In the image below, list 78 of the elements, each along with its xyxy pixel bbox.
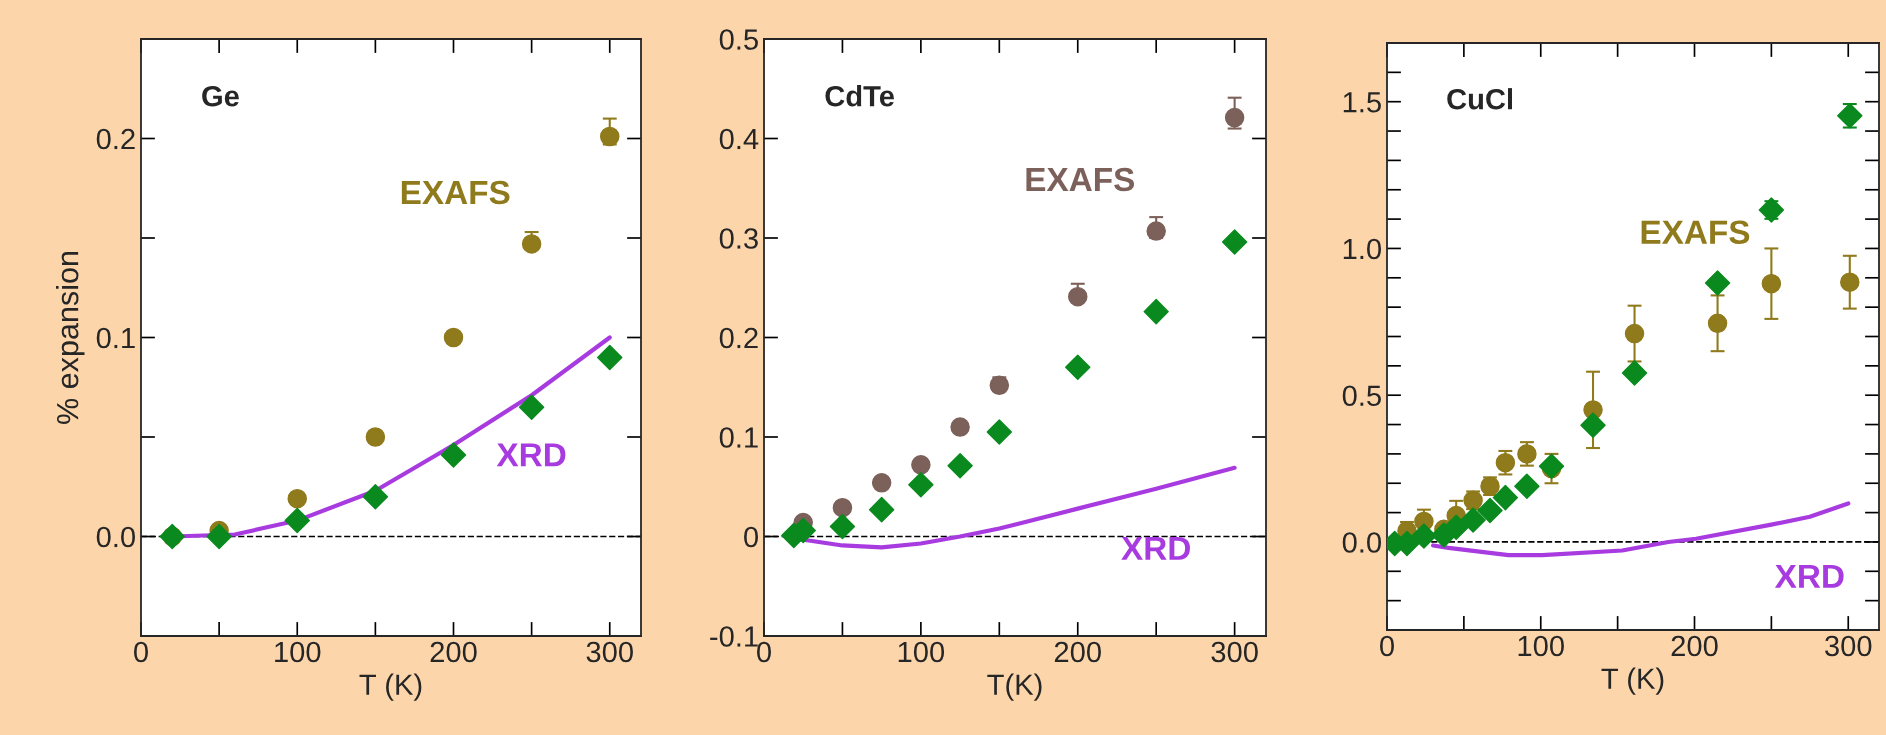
x-axis-title: T (K) [359, 673, 422, 701]
point [1443, 514, 1469, 540]
point [1580, 412, 1606, 438]
point [365, 427, 386, 447]
y-tick-label: 0.3 [719, 228, 758, 249]
series-label: XRD [496, 443, 566, 467]
y-tick-label: 0.1 [96, 327, 135, 349]
series-label: XRD [1774, 564, 1844, 588]
x-tick-label: 200 [1671, 635, 1718, 657]
point [1068, 286, 1088, 307]
point [518, 394, 545, 420]
point [950, 417, 970, 437]
point [1065, 354, 1091, 381]
y-tick-label: 0.5 [719, 29, 758, 50]
point [1492, 484, 1519, 511]
x-tick-label: 100 [275, 641, 321, 663]
series-label: EXAFS [1026, 167, 1135, 192]
y-tick-label: 0.2 [719, 327, 758, 349]
x-axis-title: T (K) [1601, 667, 1664, 695]
point [1621, 360, 1648, 386]
x-tick-label: 100 [898, 641, 945, 663]
point [284, 507, 310, 534]
point [868, 496, 895, 523]
point [521, 234, 542, 254]
y-tick-label: 0 [744, 526, 758, 548]
point [597, 344, 623, 371]
point [362, 483, 389, 510]
point [1460, 507, 1486, 533]
series-label: EXAFS [401, 180, 510, 205]
y-axis-title: % expansion [56, 252, 85, 424]
y-tick-label: 0.0 [96, 526, 135, 548]
y-tick-label: 0.5 [1342, 385, 1381, 407]
point [1514, 473, 1540, 499]
point [1840, 272, 1860, 292]
y-tick-label: 0.4 [719, 128, 759, 150]
point [832, 497, 853, 518]
point [1758, 197, 1785, 223]
point [1837, 103, 1863, 129]
point [1411, 523, 1437, 549]
series-label: EXAFS [1641, 220, 1750, 245]
y-tick-label: 0.0 [1342, 532, 1381, 553]
x-tick-label: 300 [586, 641, 633, 663]
y-tick-label: 1.0 [1343, 238, 1381, 260]
text: CdTe [825, 85, 895, 107]
text: Ge [202, 85, 239, 107]
y-tick-label: 0.2 [96, 128, 135, 150]
point [287, 488, 307, 509]
point [911, 455, 931, 475]
point [986, 419, 1013, 445]
point [1143, 298, 1169, 325]
x-tick-label: 300 [1825, 635, 1872, 657]
point [1221, 229, 1248, 255]
y-tick-label: -0.1 [710, 626, 758, 647]
point [989, 375, 1010, 396]
series-label: XRD [1121, 536, 1190, 560]
point [1707, 313, 1728, 334]
point [1477, 497, 1503, 524]
point [1761, 273, 1782, 294]
point [443, 327, 464, 348]
point [600, 126, 620, 147]
x-axis-title: T(K) [987, 673, 1042, 701]
y-tick-label: 1.5 [1343, 92, 1381, 113]
y-tick-label: 0.1 [719, 427, 758, 448]
point [440, 442, 467, 468]
x-tick-label: 100 [1518, 635, 1564, 657]
x-tick-label: 200 [430, 641, 477, 663]
point [206, 523, 232, 550]
x-tick-label: 300 [1211, 641, 1258, 663]
point [1224, 107, 1245, 128]
point [1704, 270, 1731, 296]
text: CuCl [1447, 88, 1513, 110]
point [871, 473, 892, 493]
x-tick-label: 200 [1054, 641, 1101, 663]
point [947, 453, 973, 479]
point [908, 472, 934, 498]
point [1146, 221, 1166, 241]
point [1624, 323, 1645, 344]
point [829, 513, 856, 540]
